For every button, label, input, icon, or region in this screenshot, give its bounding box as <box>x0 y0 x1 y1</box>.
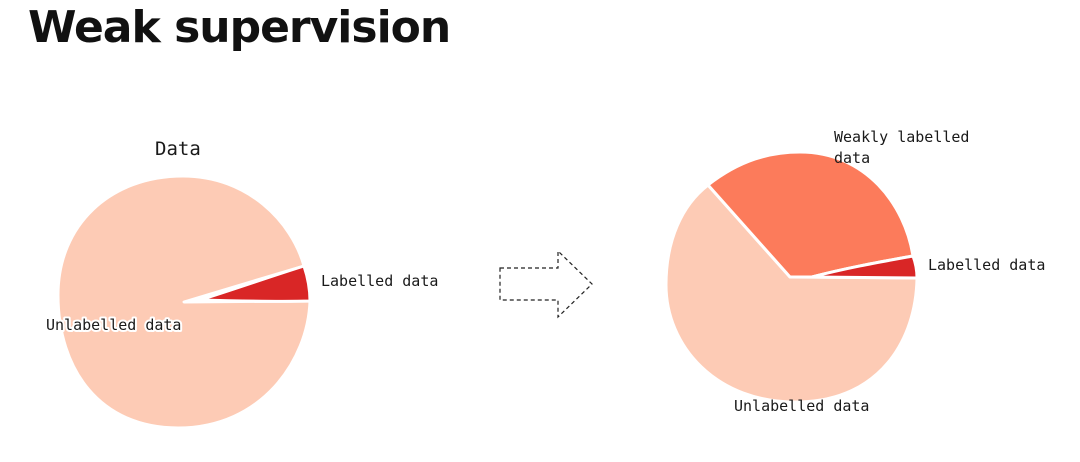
pie-before-label-labelled: Labelled data <box>321 272 438 290</box>
pie-after <box>664 150 919 404</box>
pie-before-title: Data <box>155 138 201 160</box>
slice-before-labelled <box>198 264 312 303</box>
page-title: Weak supervision <box>28 2 451 53</box>
slice-before-unlabelled <box>56 174 312 430</box>
transition-arrow <box>499 249 593 319</box>
pie-after-label-unlabelled: Unlabelled data <box>734 397 869 415</box>
pie-after-label-labelled: Labelled data <box>928 256 1045 274</box>
pie-before-label-unlabelled: Unlabelled data <box>46 316 181 334</box>
slice-after-unlabelled <box>664 183 919 404</box>
slice-after-labelled <box>810 254 919 280</box>
pie-after-label-weakly-labelled: Weakly labelled data <box>834 128 979 167</box>
pie-before <box>56 174 312 430</box>
